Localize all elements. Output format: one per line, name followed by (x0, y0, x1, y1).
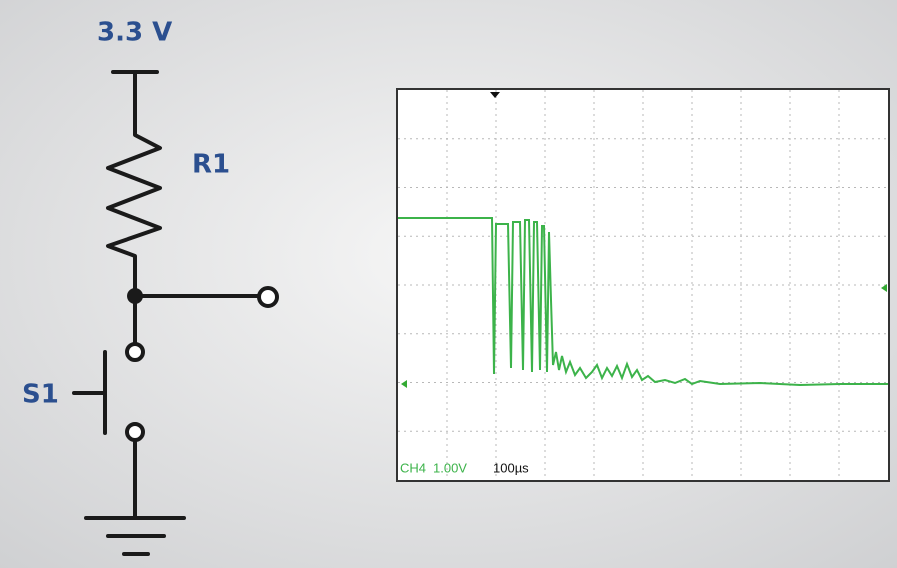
supply-label: 3.3 V (97, 18, 172, 48)
switch-label: S1 (22, 380, 59, 410)
resistor-label: R1 (192, 150, 230, 180)
switch-contact (127, 344, 143, 360)
oscilloscope: CH4 1.00V 100µs (397, 89, 889, 481)
diagram: 3.3 V R1 S1 CH4 1.00V 100µs (0, 0, 897, 568)
switch-contact (127, 424, 143, 440)
volts-per-div: 1.00V (433, 460, 467, 475)
output-terminal (259, 288, 277, 306)
time-per-div: 100µs (493, 460, 529, 475)
channel-label: CH4 (400, 460, 426, 475)
